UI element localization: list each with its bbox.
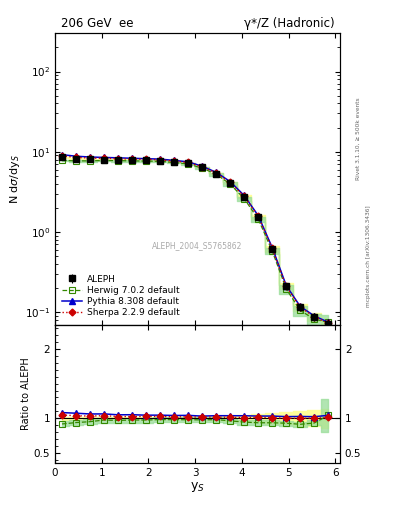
Line: Sherpa 2.2.9 default: Sherpa 2.2.9 default xyxy=(60,154,331,326)
Sherpa 2.2.9 default xyxy=(242,194,246,200)
Herwig 7.0.2 default xyxy=(88,158,92,164)
Pythia 8.308 default xyxy=(270,244,275,250)
Sherpa 2.2.9 default xyxy=(158,157,162,163)
Sherpa 2.2.9 default xyxy=(270,245,275,251)
Line: Herwig 7.0.2 default: Herwig 7.0.2 default xyxy=(59,158,331,325)
Sherpa 2.2.9 default xyxy=(284,283,288,289)
Sherpa 2.2.9 default xyxy=(298,304,303,310)
Herwig 7.0.2 default xyxy=(102,157,107,163)
Pythia 8.308 default xyxy=(200,163,204,169)
Sherpa 2.2.9 default xyxy=(172,158,176,164)
X-axis label: y$_S$: y$_S$ xyxy=(190,480,205,494)
Pythia 8.308 default xyxy=(298,304,303,310)
Herwig 7.0.2 default xyxy=(144,158,149,164)
Text: 206 GeV  ee: 206 GeV ee xyxy=(61,17,133,30)
Sherpa 2.2.9 default xyxy=(256,213,261,219)
Pythia 8.308 default xyxy=(312,313,317,319)
Pythia 8.308 default xyxy=(60,152,64,158)
Herwig 7.0.2 default xyxy=(116,158,120,164)
Y-axis label: N d$\sigma$/dy$_S$: N d$\sigma$/dy$_S$ xyxy=(8,154,22,204)
Sherpa 2.2.9 default xyxy=(88,155,92,161)
Herwig 7.0.2 default xyxy=(270,248,275,254)
Pythia 8.308 default xyxy=(102,154,107,160)
Pythia 8.308 default xyxy=(214,169,219,175)
Pythia 8.308 default xyxy=(116,155,120,161)
Herwig 7.0.2 default xyxy=(284,286,288,292)
Pythia 8.308 default xyxy=(284,283,288,289)
Herwig 7.0.2 default xyxy=(186,161,191,167)
Text: ALEPH_2004_S5765862: ALEPH_2004_S5765862 xyxy=(152,242,242,250)
Y-axis label: Ratio to ALEPH: Ratio to ALEPH xyxy=(21,357,31,431)
Pythia 8.308 default xyxy=(158,156,162,162)
Sherpa 2.2.9 default xyxy=(60,153,64,159)
Sherpa 2.2.9 default xyxy=(186,159,191,165)
Pythia 8.308 default xyxy=(326,319,331,325)
Sherpa 2.2.9 default xyxy=(326,320,331,326)
Legend: ALEPH, Herwig 7.0.2 default, Pythia 8.308 default, Sherpa 2.2.9 default: ALEPH, Herwig 7.0.2 default, Pythia 8.30… xyxy=(59,272,182,320)
Herwig 7.0.2 default xyxy=(130,158,134,164)
Pythia 8.308 default xyxy=(130,155,134,161)
Pythia 8.308 default xyxy=(144,156,149,162)
Sherpa 2.2.9 default xyxy=(73,154,78,160)
Pythia 8.308 default xyxy=(228,179,233,185)
Pythia 8.308 default xyxy=(88,154,92,160)
Herwig 7.0.2 default xyxy=(172,159,176,165)
Sherpa 2.2.9 default xyxy=(102,155,107,161)
Herwig 7.0.2 default xyxy=(312,316,317,322)
Pythia 8.308 default xyxy=(242,193,246,199)
Sherpa 2.2.9 default xyxy=(200,164,204,170)
Text: Rivet 3.1.10, ≥ 500k events: Rivet 3.1.10, ≥ 500k events xyxy=(356,97,361,180)
Line: Pythia 8.308 default: Pythia 8.308 default xyxy=(59,152,331,325)
Pythia 8.308 default xyxy=(186,159,191,165)
Sherpa 2.2.9 default xyxy=(214,170,219,176)
Sherpa 2.2.9 default xyxy=(312,313,317,319)
Herwig 7.0.2 default xyxy=(214,171,219,177)
Herwig 7.0.2 default xyxy=(228,181,233,187)
Sherpa 2.2.9 default xyxy=(144,156,149,162)
Herwig 7.0.2 default xyxy=(200,165,204,171)
Herwig 7.0.2 default xyxy=(326,319,331,325)
Herwig 7.0.2 default xyxy=(256,216,261,222)
Sherpa 2.2.9 default xyxy=(116,156,120,162)
Sherpa 2.2.9 default xyxy=(228,179,233,185)
Pythia 8.308 default xyxy=(73,153,78,159)
Herwig 7.0.2 default xyxy=(60,157,64,163)
Text: mcplots.cern.ch [arXiv:1306.3436]: mcplots.cern.ch [arXiv:1306.3436] xyxy=(366,205,371,307)
Pythia 8.308 default xyxy=(256,212,261,219)
Text: γ*/Z (Hadronic): γ*/Z (Hadronic) xyxy=(244,17,334,30)
Herwig 7.0.2 default xyxy=(298,307,303,313)
Pythia 8.308 default xyxy=(172,157,176,163)
Herwig 7.0.2 default xyxy=(158,158,162,164)
Herwig 7.0.2 default xyxy=(242,196,246,202)
Sherpa 2.2.9 default xyxy=(130,156,134,162)
Herwig 7.0.2 default xyxy=(73,158,78,164)
